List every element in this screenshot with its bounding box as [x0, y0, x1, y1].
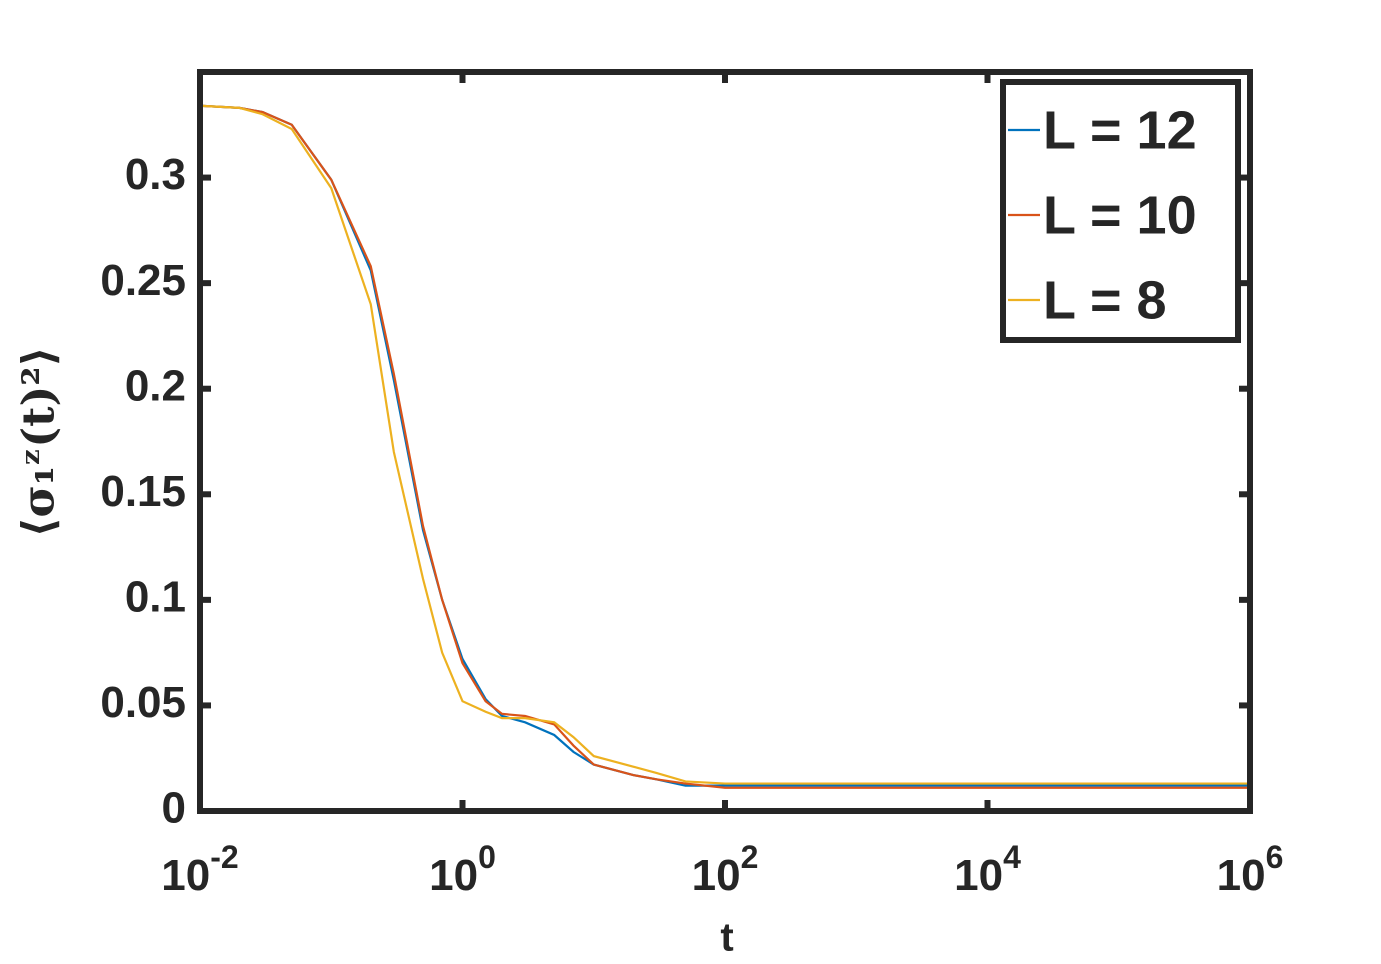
x-tick-label: 104 [954, 839, 1021, 899]
y-tick-label: 0.2 [125, 361, 186, 410]
series-line [199, 104, 1250, 785]
x-tick-label: 106 [1217, 839, 1284, 899]
x-tick-label: 100 [429, 839, 496, 899]
legend-label: L = 10 [1043, 185, 1197, 245]
y-tick-label: 0.15 [100, 467, 186, 516]
x-tick-label: 102 [692, 839, 759, 899]
y-tick-label: 0.1 [125, 572, 186, 621]
x-tick-label: 10-2 [161, 839, 238, 899]
y-tick-label: 0 [162, 784, 186, 833]
y-tick-label: 0.05 [100, 678, 186, 727]
legend-label: L = 12 [1043, 100, 1197, 160]
legend-box [1000, 79, 1241, 343]
series-line [199, 104, 1250, 789]
y-axis-label: ⟨σ₁ᶻ(t)²⟩ [14, 346, 65, 537]
x-axis-label: t [720, 916, 733, 960]
legend-label: L = 8 [1043, 270, 1167, 330]
plot-frame [197, 69, 1253, 814]
y-tick-label: 0.3 [125, 150, 186, 199]
y-tick-label: 0.25 [100, 256, 186, 305]
